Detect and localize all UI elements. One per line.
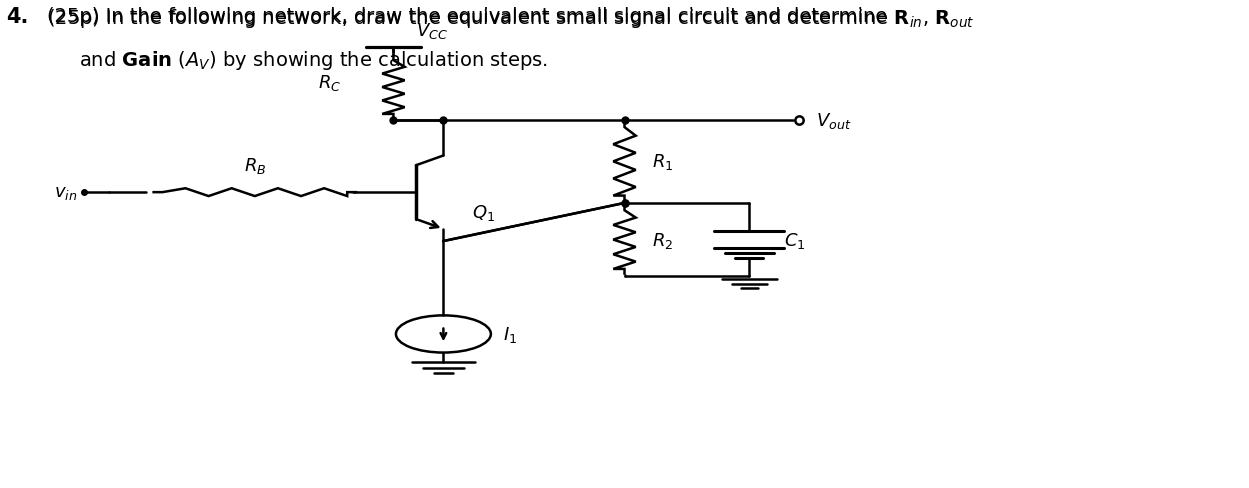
Text: $I_1$: $I_1$	[503, 325, 517, 344]
Text: (25p) In the following network, draw the equivalent small signal circuit and det: (25p) In the following network, draw the…	[47, 7, 975, 30]
Text: $R_C$: $R_C$	[317, 73, 341, 93]
Text: $C_1$: $C_1$	[784, 230, 806, 250]
Text: $R_2$: $R_2$	[652, 230, 673, 250]
Text: $V_{out}$: $V_{out}$	[816, 111, 851, 130]
Text: $R_B$: $R_B$	[244, 156, 266, 176]
Text: $R_1$: $R_1$	[652, 152, 673, 172]
Text: $v_{in}$: $v_{in}$	[54, 184, 77, 202]
Text: and $\mathbf{Gain}$ $(A_V)$ by showing the calculation steps.: and $\mathbf{Gain}$ $(A_V)$ by showing t…	[79, 49, 548, 72]
Text: 4.: 4.	[6, 7, 29, 27]
Text: $V_{CC}$: $V_{CC}$	[416, 20, 448, 41]
Text: $Q_1$: $Q_1$	[472, 203, 495, 222]
Text: (25p) In the following network, draw the equivalent small signal circuit and det: (25p) In the following network, draw the…	[47, 7, 894, 26]
